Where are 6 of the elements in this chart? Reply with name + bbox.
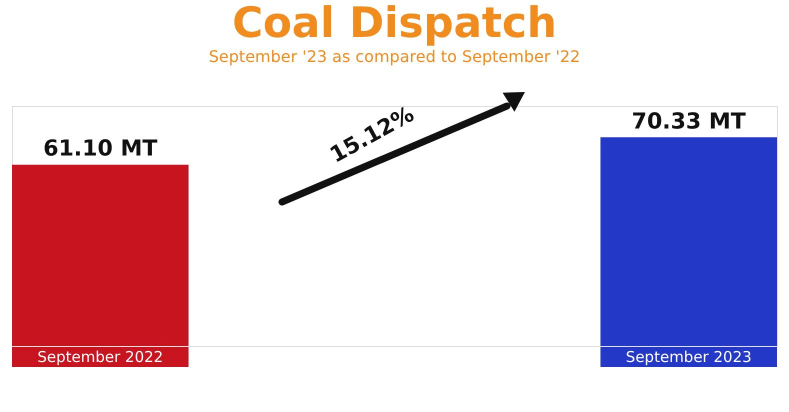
data-label: 70.33 MT xyxy=(632,109,746,134)
x-tick-label: September 2022 xyxy=(37,348,164,366)
x-tick-label: September 2023 xyxy=(626,348,752,366)
chart-title: Coal Dispatch xyxy=(232,0,557,47)
chart-subtitle: September '23 as compared to September '22 xyxy=(208,46,580,66)
data-label: 61.10 MT xyxy=(43,136,158,162)
